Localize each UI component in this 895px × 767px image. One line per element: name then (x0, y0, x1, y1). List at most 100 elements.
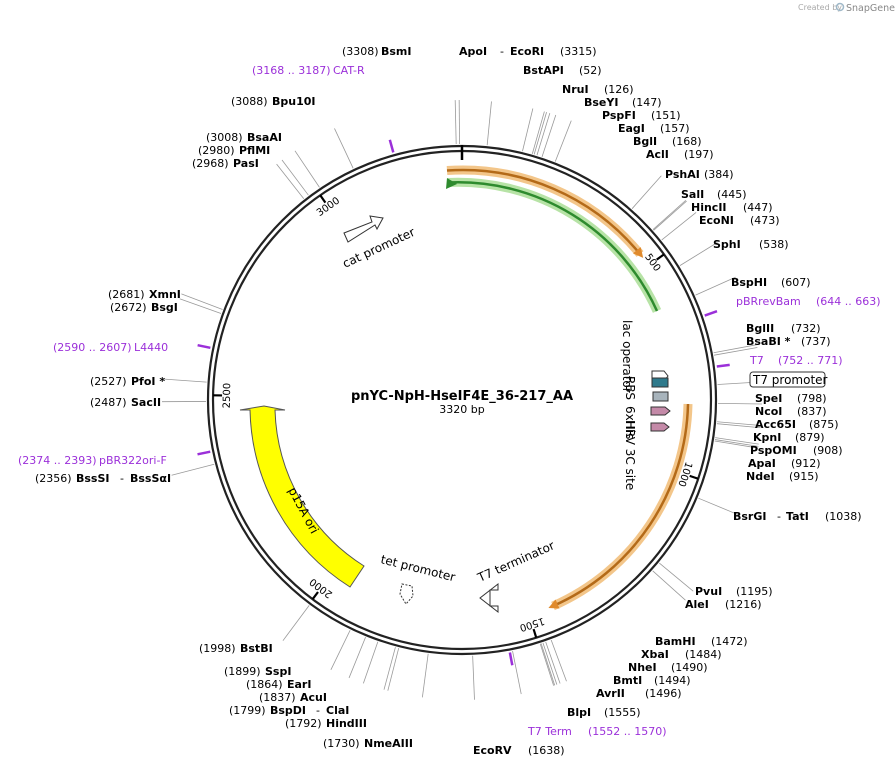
primer-mark (508, 652, 514, 666)
site-leader-line (698, 497, 740, 516)
site-name: AleI (685, 598, 709, 611)
site-name: EarI (287, 678, 311, 691)
snapgene-brand-label: SnapGene (846, 3, 895, 14)
site-leader-line (652, 570, 686, 601)
site-leader-line (550, 639, 567, 682)
primer-name: T7 (749, 354, 764, 367)
green-feature-arc (447, 181, 659, 312)
site-name: BspDI (270, 704, 306, 717)
site-name: BspHI (731, 276, 767, 289)
site-name: XmnI (149, 288, 181, 301)
site-name: SspI (265, 665, 291, 678)
site-name: EcoRI (510, 45, 544, 58)
site-coord: (384) (704, 168, 734, 181)
created-by-label: Created by (798, 3, 842, 12)
site-leader-line (531, 111, 545, 154)
site-name: ApoI (459, 45, 487, 58)
site-name: SacII (131, 396, 161, 409)
site-coord: (3315) (560, 45, 597, 58)
site-name: ClaI (326, 704, 349, 717)
site-name: KpnI (753, 431, 781, 444)
site-leader-line (334, 128, 354, 169)
rbs-label: RBS (623, 376, 637, 400)
site-name: PflMI (239, 144, 270, 157)
site-coord: (1490) (671, 661, 708, 674)
site-coord: (538) (759, 238, 789, 251)
site-coord: (737) (801, 335, 831, 348)
site-coord: (1195) (736, 585, 773, 598)
site-coord: (1998) (199, 642, 236, 655)
position-tick-label: 1500 (518, 615, 546, 633)
site-coord: (1555) (604, 706, 641, 719)
tet-promoter-icon (399, 583, 414, 605)
site-name: XbaI (641, 648, 669, 661)
site-name: HincII (691, 201, 727, 214)
position-tick (656, 253, 665, 261)
primer-range: (644 .. 663) (816, 295, 881, 308)
plasmid-length: 3320 bp (439, 403, 484, 416)
primer-mark (197, 450, 211, 456)
site-coord: (3008) (206, 131, 243, 144)
site-coord: (2527) (90, 375, 127, 388)
site-labels: (3308) BsmI ApoI - EcoRI (3315) BstAPI (… (35, 45, 862, 757)
site-name: ApaI (748, 457, 776, 470)
primer-mark (197, 343, 211, 350)
t7-terminator-label: T7 terminator (475, 538, 557, 585)
site-coord: (126) (604, 83, 634, 96)
t7-promoter-box (749, 371, 826, 388)
site-leader-line (421, 653, 429, 698)
site-coord: (147) (632, 96, 662, 109)
position-tick (311, 591, 319, 600)
site-coord: (52) (579, 64, 602, 77)
primer-name: L4440 (134, 341, 168, 354)
site-name: SpeI (755, 392, 782, 405)
site-name: SphI (713, 238, 741, 251)
position-tick (689, 474, 699, 480)
site-coord: (908) (813, 444, 843, 457)
site-leader-line (362, 641, 379, 684)
site-coord: (447) (743, 201, 773, 214)
site-name: EcoRV (473, 744, 512, 757)
site-name: BsaBI * (746, 335, 791, 348)
site-coord: (473) (750, 214, 780, 227)
site-name: BamHI (655, 635, 696, 648)
primer-name: pBR322ori-F (99, 454, 167, 467)
primer-marks (197, 139, 730, 666)
site-name: BsaAI (247, 131, 282, 144)
site-name: BssSI (76, 472, 110, 485)
site-coord: (151) (651, 109, 681, 122)
site-coord: (197) (684, 148, 714, 161)
primer-mark (388, 139, 395, 153)
primer-range: (1552 .. 1570) (588, 725, 667, 738)
site-leader-line (348, 637, 366, 679)
site-leader-line (717, 421, 761, 426)
site-name: BlpI (567, 706, 591, 719)
site-leader-line (486, 101, 492, 146)
site-coord: (157) (660, 122, 690, 135)
site-coord: (837) (797, 405, 827, 418)
site-name: NheI (628, 661, 657, 674)
site-name: BstBI (240, 642, 273, 655)
site-name: BsmI (381, 45, 412, 58)
position-tick (532, 628, 538, 638)
site-leader-line (631, 175, 662, 209)
site-coord: (3308) (342, 45, 379, 58)
site-coord: (2681) (108, 288, 145, 301)
site-name: AvrII (596, 687, 625, 700)
site-leader-line (181, 293, 223, 310)
site-leader-line (661, 212, 697, 241)
cat-promoter-icon (343, 215, 384, 243)
his-tag-glyph (652, 391, 669, 402)
site-coord: (1496) (645, 687, 682, 700)
site-coord: (2980) (198, 144, 235, 157)
site-coord: (1792) (285, 717, 322, 730)
site-coord: (1472) (711, 635, 748, 648)
primer-mark (716, 363, 730, 368)
site-name: EagI (618, 122, 645, 135)
site-leader-line (522, 108, 534, 152)
green-arrowhead-icon (446, 178, 457, 189)
site-name: HindIII (326, 717, 367, 730)
site-name: PfoI * (131, 375, 165, 388)
site-coord: (607) (781, 276, 811, 289)
primer-range: (2590 .. 2607) (53, 341, 132, 354)
